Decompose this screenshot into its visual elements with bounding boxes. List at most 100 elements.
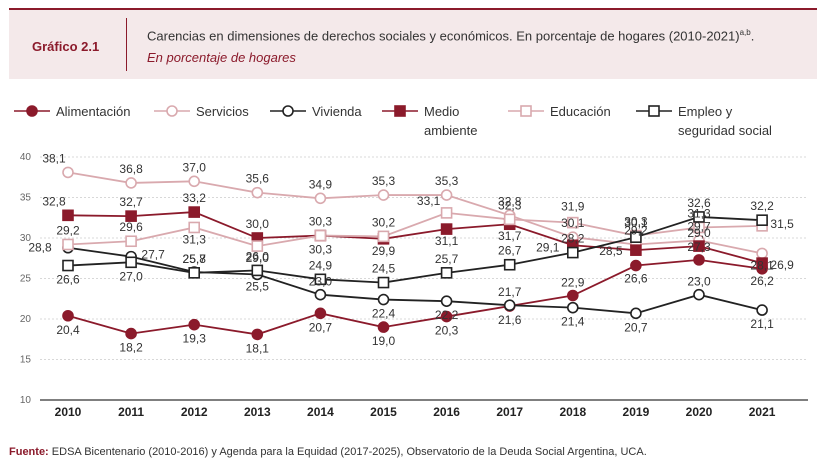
legend-label-educacion: Educación [550,104,611,119]
source-text: EDSA Bicentenario (2010-2016) y Agenda p… [48,446,647,458]
series-1-point-3 [251,186,264,199]
series-2-point-4 [314,288,327,301]
series-2-label-9: 20,7 [624,320,648,334]
series-5-label-2: 25,7 [183,252,207,266]
series-5-label-5: 24,5 [372,262,396,276]
series-5-point-2 [188,267,200,279]
series-1-label-8: 30,1 [561,216,585,230]
series-1-point-11 [756,247,768,260]
series-4-label-9: 30,3 [624,215,648,229]
series-3-point-6 [440,223,453,235]
series-4-label-3: 29,0 [246,251,270,265]
series-4-point-3 [251,240,264,252]
figure-title-superscript: a,b [739,28,751,37]
series-0-label-10: 27,3 [687,240,711,254]
chart-series-markers [62,166,768,341]
legend-marker-alimentacion [14,105,50,117]
series-0-label-5: 19,0 [372,334,396,348]
series-3-point-9 [630,244,642,256]
series-2-label-8: 21,4 [561,315,585,329]
series-3-label-10: 29,0 [687,226,711,240]
legend-marker-empleo [636,105,672,117]
series-0-label-1: 18,2 [119,341,143,355]
x-tick-label-2014: 2014 [307,405,334,419]
series-1-label-11: 28,1 [750,258,774,272]
series-5-point-4 [314,273,327,286]
series-5-point-1 [125,256,137,269]
series-1-label-3: 35,6 [246,172,270,186]
chart-legend: Alimentación Servicios Vivienda Medio amb… [14,100,814,140]
series-1-label-0: 38,1 [42,151,66,165]
series-2-point-5 [377,293,390,306]
figure-title-text: Carencias en dimensiones de derechos soc… [147,28,740,44]
series-1-label-2: 37,0 [183,160,207,174]
series-4-label-4: 30,3 [309,243,333,257]
series-line-5 [67,216,763,284]
legend-label-alimentacion: Alimentación [56,104,131,119]
series-1-label-4: 34,9 [309,177,333,191]
series-2-point-11 [756,304,768,316]
y-tick-label-15: 15 [20,355,32,366]
series-0-label-7: 21,6 [498,313,522,327]
series-0-point-5 [377,321,390,333]
series-5-label-3: 26,0 [246,249,270,263]
series-5-label-6: 25,7 [435,252,459,266]
series-3-point-0 [62,209,74,222]
series-5-label-4: 24,9 [309,258,333,272]
series-5-point-7 [503,258,516,271]
series-5-point-5 [377,276,390,289]
series-1-label-6: 35,3 [435,174,459,188]
series-3-label-8: 29,1 [536,240,560,254]
y-tick-label-20: 20 [20,314,32,325]
series-4-label-1: 29,6 [119,220,143,234]
figure-title: Carencias en dimensiones de derechos soc… [147,28,755,44]
series-4-label-10: 31,3 [687,206,711,220]
x-tick-label-2013: 2013 [244,405,271,419]
series-4-label-11: 31,5 [770,217,794,231]
series-3-point-2 [188,206,200,218]
series-2-label-3: 25,5 [246,279,270,293]
y-tick-label-30: 30 [20,233,32,244]
legend-label-empleo-line1: Empleo y [678,104,733,119]
series-line-0 [67,258,763,336]
chart-grid [40,156,808,360]
series-2-label-0: 28,8 [28,241,52,255]
y-tick-label-35: 35 [20,193,32,204]
series-5-label-0: 26,6 [56,273,80,287]
series-2-point-10 [693,288,705,301]
series-5-point-11 [756,214,768,226]
y-tick-label-40: 40 [20,152,32,163]
series-0-point-3 [251,328,264,341]
series-0-label-8: 22,9 [561,276,585,290]
series-4-point-0 [62,238,74,251]
series-1-point-4 [314,192,327,205]
series-2-label-6: 22,2 [435,308,459,322]
series-line-1 [67,171,763,255]
series-0-label-4: 20,7 [309,320,333,334]
x-tick-label-2011: 2011 [118,405,144,419]
series-1-label-9: 29,2 [624,223,648,237]
series-3-label-5: 29,9 [372,244,396,258]
series-5-point-8 [566,246,579,259]
series-4-label-0: 29,2 [56,223,80,237]
series-4-point-7 [503,213,516,226]
series-2-label-2: 25,8 [183,252,207,266]
source-note: Fuente: EDSA Bicentenario (2010-2016) y … [9,446,647,458]
series-5-label-9: 30,1 [624,216,648,230]
series-5-point-6 [440,267,453,279]
figure-subtitle: En porcentaje de hogares [147,50,296,65]
series-0-label-0: 20,4 [56,323,80,337]
series-2-label-7: 21,7 [498,285,522,299]
legend-marker-educacion [508,105,544,117]
series-3-point-1 [125,210,137,222]
series-5-point-10 [693,211,705,223]
series-4-point-4 [314,229,327,242]
series-0-point-10 [693,254,705,266]
legend-marker-servicios [154,105,190,117]
x-tick-label-2012: 2012 [181,405,208,419]
series-2-point-8 [566,301,579,314]
series-4-point-6 [440,207,453,219]
series-5-point-3 [251,264,264,277]
series-0-label-3: 18,1 [246,341,270,355]
figure-header: Gráfico 2.1 Carencias en dimensiones de … [9,8,817,79]
